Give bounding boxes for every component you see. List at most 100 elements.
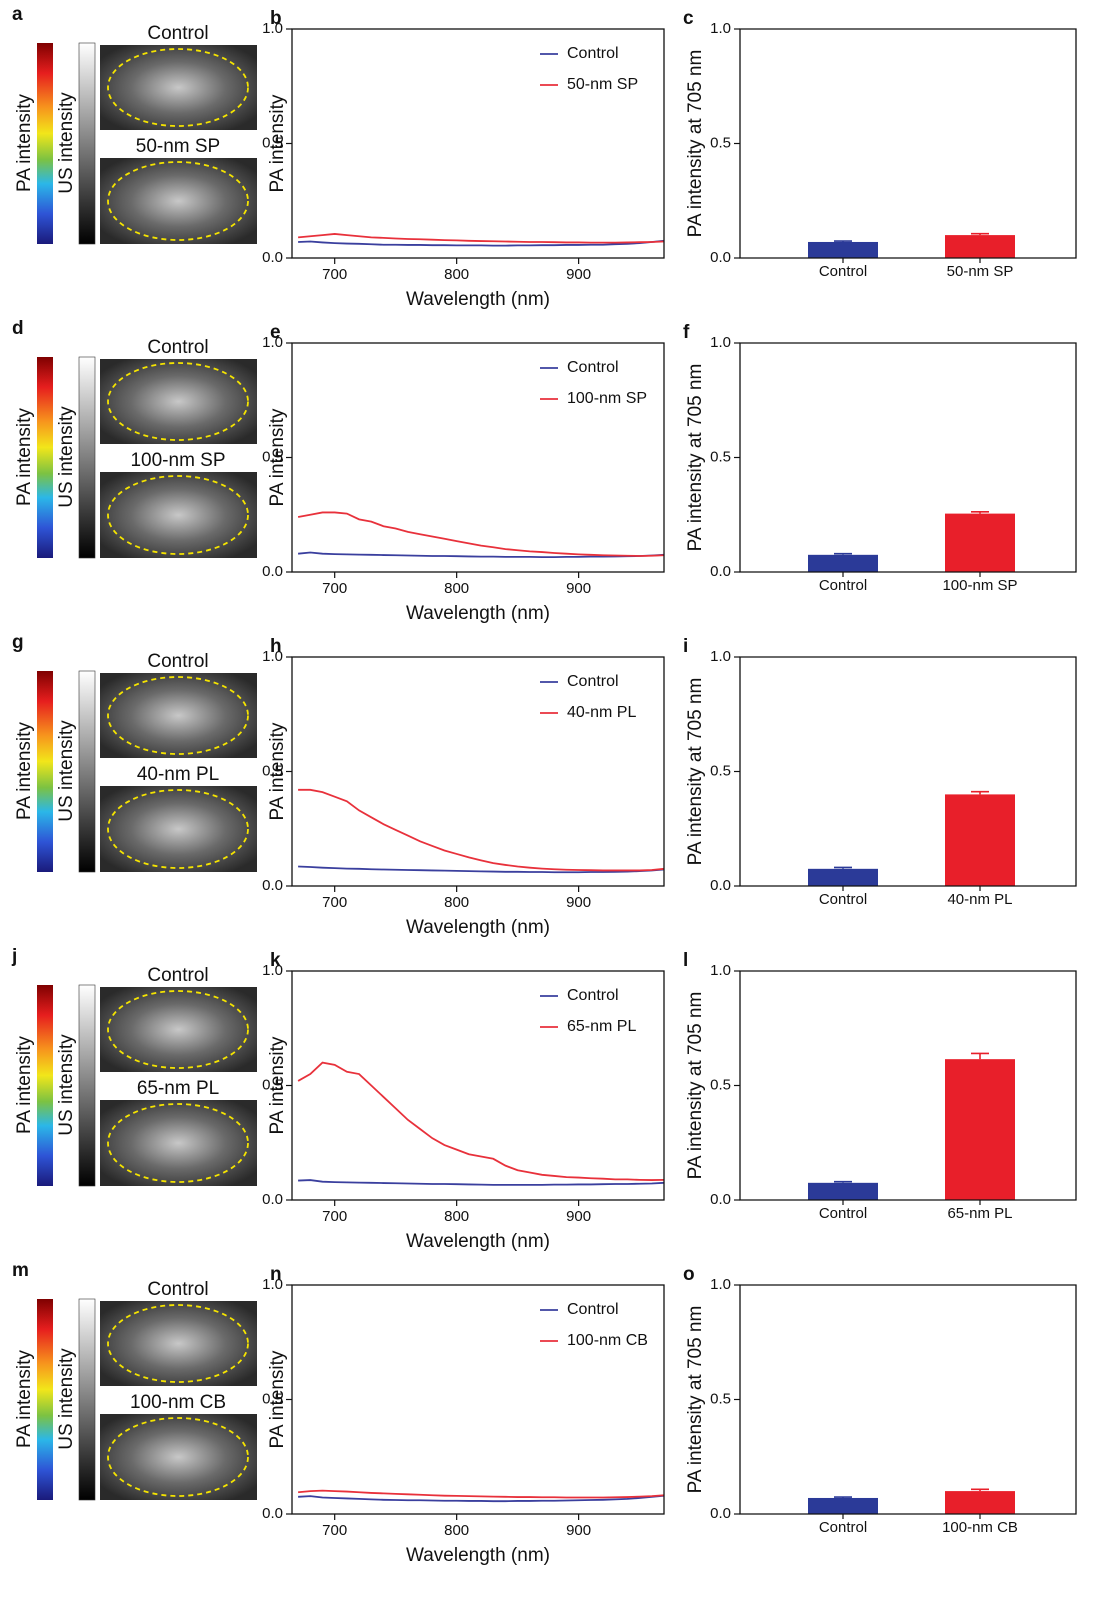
x-tick-label: Control (819, 1205, 867, 1222)
image-title: 50-nm SP (136, 136, 220, 157)
y-tick-label: 1.0 (262, 334, 283, 351)
panel-label: h (270, 636, 282, 657)
x-tick-label: 700 (322, 580, 347, 597)
y-tick-label: 1.0 (262, 1276, 283, 1293)
y-tick-label: 0.5 (710, 762, 731, 779)
plot-frame (739, 342, 1077, 573)
pa-colorbar (37, 43, 53, 244)
legend-label: 65-nm PL (567, 1018, 636, 1035)
y-tick-label: 0.0 (262, 1191, 283, 1208)
bar (945, 513, 1015, 572)
roi-outline (107, 1304, 249, 1383)
ultrasound-image (100, 1414, 257, 1500)
data-line (298, 1179, 665, 1186)
roi-outline (107, 676, 249, 755)
panel-label: n (270, 1264, 282, 1285)
x-tick-label: Control (819, 891, 867, 908)
x-tick-label: 100-nm CB (942, 1519, 1018, 1536)
x-axis-label: Wavelength (nm) (406, 1231, 550, 1252)
y-tick-label: 0.5 (262, 1390, 283, 1407)
x-tick-label: Control (819, 1519, 867, 1536)
image-title: 100-nm SP (130, 450, 225, 471)
roi-outline (107, 1103, 249, 1183)
image-title: 100-nm CB (130, 1392, 226, 1413)
panel-label: f (683, 322, 690, 343)
y-tick-label: 0.0 (710, 249, 731, 266)
data-line (297, 1061, 665, 1181)
image-title: 65-nm PL (137, 1078, 219, 1099)
x-tick-label: Control (819, 263, 867, 280)
x-tick-label: 900 (566, 1208, 591, 1225)
data-line (298, 233, 665, 244)
legend-label: 100-nm SP (567, 390, 647, 407)
roi-outline (107, 48, 249, 127)
x-tick-label: 100-nm SP (942, 577, 1017, 594)
bar (808, 868, 878, 886)
legend-label: Control (567, 673, 619, 690)
pa-colorbar (37, 1299, 53, 1500)
y-tick-label: 0.0 (262, 563, 283, 580)
plot-frame (739, 28, 1077, 259)
y-tick-label: 0.5 (262, 448, 283, 465)
data-line (297, 511, 665, 557)
colorbar-label: PA intensity (14, 94, 35, 192)
y-axis-label: PA intensity (267, 1350, 288, 1448)
panel-label: c (683, 8, 694, 29)
x-tick-label: 700 (322, 1522, 347, 1539)
y-axis-label: PA intensity (267, 722, 288, 820)
plot-frame (739, 970, 1077, 1201)
data-line (298, 551, 665, 559)
panel-label: k (270, 950, 281, 971)
x-tick-label: 800 (444, 266, 469, 283)
pa-colorbar (37, 985, 53, 1186)
y-tick-label: 0.5 (262, 1076, 283, 1093)
panel-label: a (12, 4, 23, 25)
roi-outline (107, 1417, 249, 1497)
x-tick-label: 900 (566, 894, 591, 911)
colorbar-label: PA intensity (14, 408, 35, 506)
ultrasound-image (100, 1301, 257, 1386)
pa-colorbar (37, 357, 53, 558)
x-tick-label: 50-nm SP (947, 263, 1014, 280)
panel-label: o (683, 1264, 695, 1285)
y-tick-label: 1.0 (710, 962, 731, 979)
panel-label: g (12, 632, 24, 653)
ultrasound-image (100, 45, 257, 130)
panel-label: i (683, 636, 688, 657)
x-tick-label: 700 (322, 1208, 347, 1225)
image-title: Control (147, 23, 208, 44)
y-tick-label: 0.5 (710, 1390, 731, 1407)
bar (945, 1491, 1015, 1514)
us-colorbar (78, 670, 96, 873)
ultrasound-image (100, 359, 257, 444)
ultrasound-image (100, 673, 257, 758)
legend-label: Control (567, 987, 619, 1004)
x-axis-label: Wavelength (nm) (406, 603, 550, 624)
legend-label: Control (567, 1301, 619, 1318)
y-tick-label: 1.0 (710, 648, 731, 665)
roi-outline (107, 362, 249, 441)
roi-outline (107, 789, 249, 869)
us-colorbar (78, 42, 96, 245)
image-title: Control (147, 651, 208, 672)
plot-frame (291, 1284, 665, 1515)
y-tick-label: 0.5 (710, 1076, 731, 1093)
colorbar-label: US intensity (56, 406, 77, 508)
x-tick-label: 800 (444, 1208, 469, 1225)
colorbar-label: PA intensity (14, 1350, 35, 1448)
data-line (298, 239, 665, 247)
legend-label: 50-nm SP (567, 76, 638, 93)
x-axis-label: Wavelength (nm) (406, 1545, 550, 1566)
panel-label: m (12, 1260, 29, 1281)
y-axis-label: PA intensity (267, 408, 288, 506)
us-colorbar (78, 356, 96, 559)
y-axis-label: PA intensity at 705 nm (685, 364, 706, 552)
us-colorbar (78, 1298, 96, 1501)
y-axis-label: PA intensity (267, 94, 288, 192)
ultrasound-image (100, 158, 257, 244)
x-tick-label: 800 (444, 894, 469, 911)
bar (808, 241, 878, 258)
y-tick-label: 0.0 (262, 1505, 283, 1522)
panel-label: d (12, 318, 24, 339)
y-tick-label: 0.5 (262, 134, 283, 151)
